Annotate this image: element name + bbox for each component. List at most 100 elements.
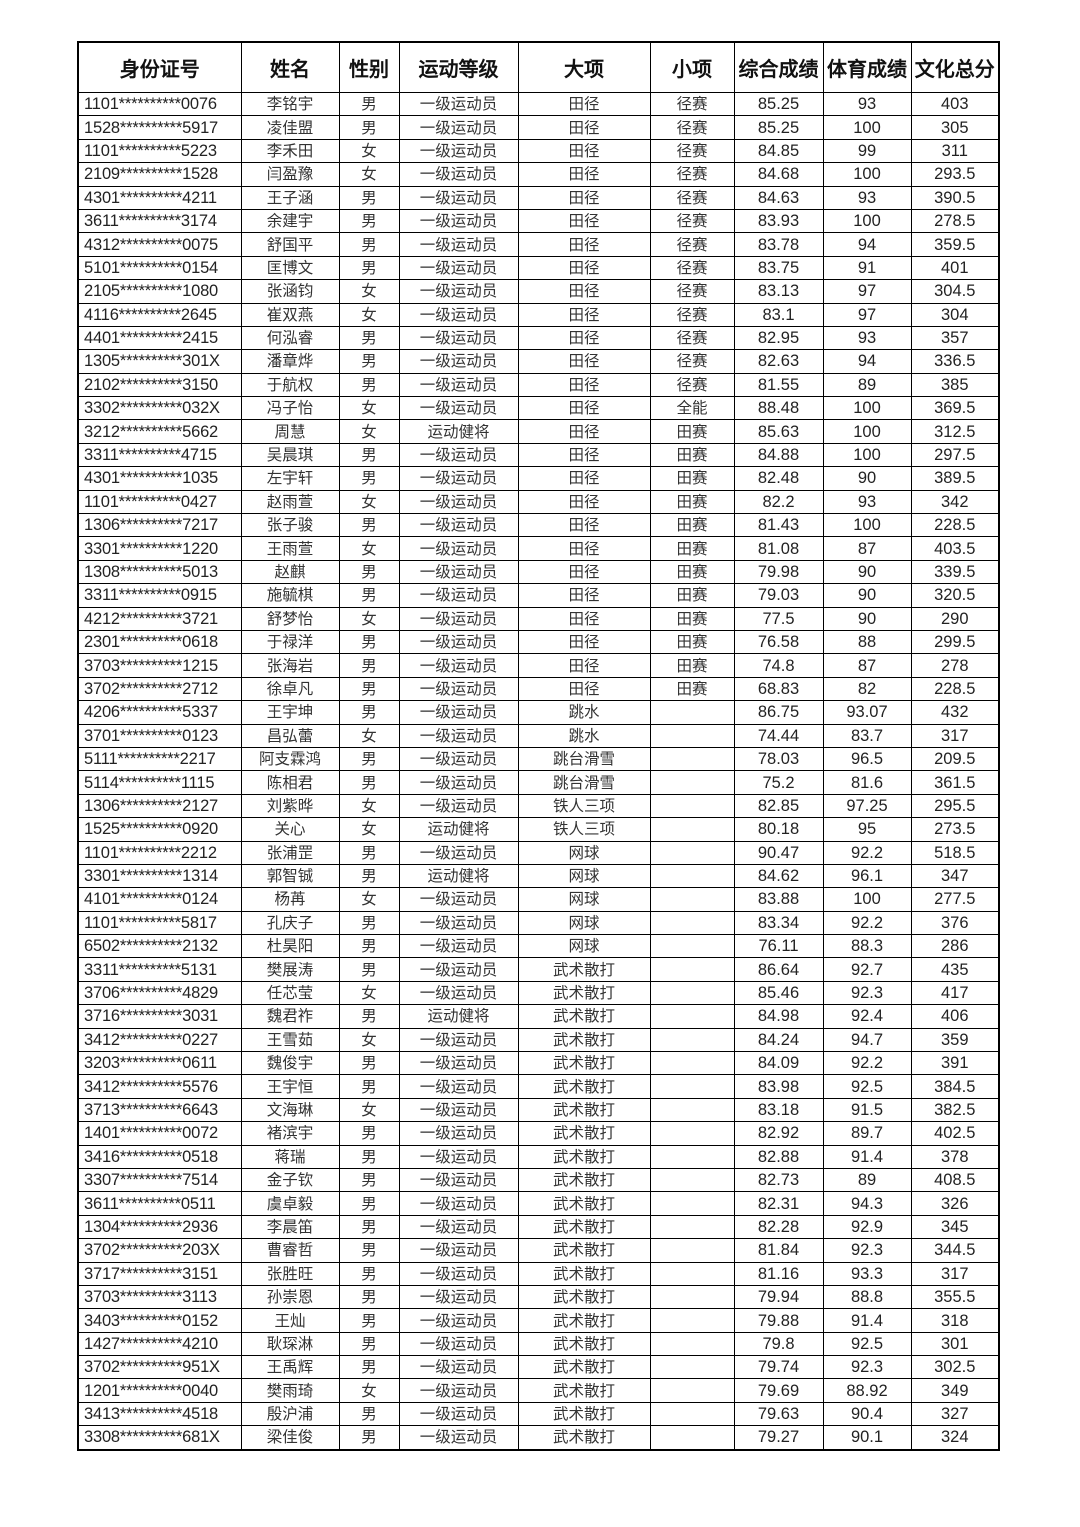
name-cell: 王宇恒 <box>240 1074 340 1099</box>
name-cell: 孔庆子 <box>240 910 340 936</box>
subcategory-cell <box>649 1121 735 1146</box>
sports-score-cell: 92.3 <box>822 1238 912 1263</box>
sports-score-cell: 89 <box>822 372 912 398</box>
category-cell: 跳水 <box>517 700 651 725</box>
overall-score-cell: 82.92 <box>733 1121 824 1146</box>
sports-score-cell: 91.4 <box>822 1144 912 1169</box>
gender-cell: 女 <box>338 162 400 187</box>
subcategory-cell <box>649 1214 735 1240</box>
overall-score-cell: 79.88 <box>733 1308 824 1333</box>
overall-score-cell: 86.75 <box>733 700 824 725</box>
name-cell: 吴晨琪 <box>240 442 340 468</box>
header-id: 身份证号 <box>77 41 242 93</box>
id-cell: 1306**********2127 <box>77 793 242 819</box>
gender-cell: 女 <box>338 980 400 1006</box>
subcategory-cell <box>649 1308 735 1333</box>
academic-total-cell: 389.5 <box>910 466 1000 491</box>
table-row: 3308**********681X 梁佳俊男一级运动员 武术散打 79.27 90.1… <box>77 1425 1000 1451</box>
name-cell: 张海岩 <box>240 653 340 678</box>
gender-cell: 女 <box>338 817 400 842</box>
academic-total-cell: 384.5 <box>910 1074 1000 1099</box>
id-cell: 4401**********2415 <box>77 325 242 351</box>
academic-total-cell: 320.5 <box>910 583 1000 608</box>
gender-cell: 男 <box>338 700 400 725</box>
name-cell: 左宇轩 <box>240 466 340 491</box>
category-cell: 武术散打 <box>517 1401 651 1427</box>
id-cell: 4206**********5337 <box>77 700 242 725</box>
subcategory-cell <box>649 863 735 889</box>
level-cell: 一级运动员 <box>398 793 519 819</box>
overall-score-cell: 75.2 <box>733 770 824 795</box>
level-cell: 一级运动员 <box>398 1214 519 1240</box>
academic-total-cell: 295.5 <box>910 793 1000 819</box>
academic-total-cell: 359 <box>910 1027 1000 1053</box>
gender-cell: 男 <box>338 559 400 585</box>
name-cell: 张涵钧 <box>240 279 340 304</box>
subcategory-cell: 田赛 <box>649 442 735 468</box>
gender-cell: 男 <box>338 957 400 982</box>
id-cell: 4301**********4211 <box>77 185 242 210</box>
overall-score-cell: 84.68 <box>733 162 824 187</box>
subcategory-cell: 径赛 <box>649 325 735 351</box>
table-row: 1427**********4210 耿琛淋男一级运动员 武术散打 79.8 92.5 3… <box>77 1331 1000 1357</box>
category-cell: 武术散打 <box>517 1355 651 1380</box>
subcategory-cell <box>649 793 735 819</box>
table-row: 2109**********1528 闫盈豫女一级运动员 田径 径赛 84.68 100 2… <box>77 162 1000 187</box>
subcategory-cell <box>649 746 735 772</box>
category-cell: 田径 <box>517 185 651 210</box>
level-cell: 一级运动员 <box>398 980 519 1006</box>
gender-cell: 男 <box>338 1355 400 1380</box>
overall-score-cell: 85.25 <box>733 115 824 140</box>
id-cell: 3301**********1314 <box>77 863 242 889</box>
level-cell: 一级运动员 <box>398 746 519 772</box>
gender-cell: 男 <box>338 1051 400 1076</box>
sports-score-cell: 100 <box>822 419 912 444</box>
id-cell: 3703**********1215 <box>77 653 242 678</box>
table-row: 1304**********2936 李晨笛男一级运动员 武术散打 82.28 92.9… <box>77 1214 1000 1240</box>
table-row: 2105**********1080 张涵钧女一级运动员 田径 径赛 83.13 97 30… <box>77 279 1000 304</box>
category-cell: 网球 <box>517 863 651 889</box>
table-row: 1306**********7217 张子骏男一级运动员 田径 田赛 81.43 100 2… <box>77 513 1000 538</box>
category-cell: 田径 <box>517 115 651 140</box>
level-cell: 一级运动员 <box>398 583 519 608</box>
overall-score-cell: 83.78 <box>733 232 824 257</box>
academic-total-cell: 403.5 <box>910 536 1000 561</box>
name-cell: 王雨萱 <box>240 536 340 561</box>
name-cell: 王宇坤 <box>240 700 340 725</box>
level-cell: 一级运动员 <box>398 349 519 374</box>
table-row: 3212**********5662 周慧女运动健将 田径 田赛 85.63 100 312… <box>77 419 1000 444</box>
level-cell: 一级运动员 <box>398 653 519 678</box>
overall-score-cell: 83.34 <box>733 910 824 936</box>
category-cell: 田径 <box>517 162 651 187</box>
id-cell: 3307**********7514 <box>77 1167 242 1193</box>
table-row: 3703**********1215 张海岩男一级运动员 田径 田赛 74.8 87 278 <box>77 653 1000 678</box>
table-row: 5114**********1115 陈相君男一级运动员 跳台滑雪 75.2 81.6 3… <box>77 770 1000 795</box>
academic-total-cell: 304 <box>910 302 1000 327</box>
gender-cell: 男 <box>338 583 400 608</box>
sports-score-cell: 92.5 <box>822 1331 912 1357</box>
academic-total-cell: 344.5 <box>910 1238 1000 1263</box>
id-cell: 2105**********1080 <box>77 279 242 304</box>
gender-cell: 男 <box>338 442 400 468</box>
sports-score-cell: 92.4 <box>822 1004 912 1029</box>
table-row: 1308**********5013 赵麒男一级运动员 田径 田赛 79.98 90 339… <box>77 559 1000 585</box>
gender-cell: 女 <box>338 1378 400 1403</box>
overall-score-cell: 84.63 <box>733 185 824 210</box>
category-cell: 网球 <box>517 934 651 959</box>
name-cell: 王子涵 <box>240 185 340 210</box>
overall-score-cell: 79.03 <box>733 583 824 608</box>
name-cell: 孙崇恩 <box>240 1284 340 1310</box>
id-cell: 4116**********2645 <box>77 302 242 327</box>
category-cell: 武术散打 <box>517 1074 651 1099</box>
table-row: 3311**********0915 施毓棋男一级运动员 田径 田赛 79.03 90 32… <box>77 583 1000 608</box>
gender-cell: 男 <box>338 325 400 351</box>
level-cell: 运动健将 <box>398 1004 519 1029</box>
id-cell: 1304**********2936 <box>77 1214 242 1240</box>
overall-score-cell: 86.64 <box>733 957 824 982</box>
gender-cell: 男 <box>338 513 400 538</box>
academic-total-cell: 301 <box>910 1331 1000 1357</box>
sports-score-cell: 88 <box>822 629 912 655</box>
category-cell: 田径 <box>517 208 651 234</box>
id-cell: 5114**********1115 <box>77 770 242 795</box>
sports-score-cell: 81.6 <box>822 770 912 795</box>
